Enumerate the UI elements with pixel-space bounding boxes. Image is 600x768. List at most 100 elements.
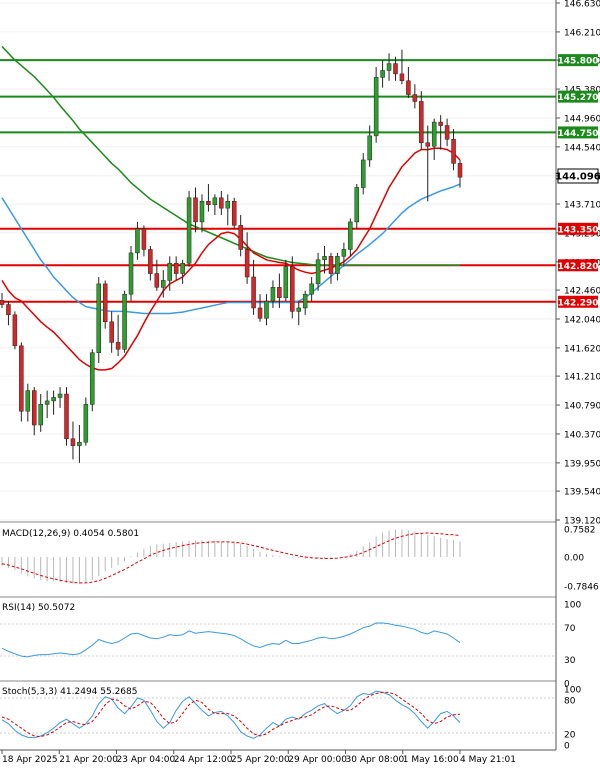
candle [161,270,166,298]
level-tag [558,126,598,139]
time-tick-label: 30 Apr 08:00 [346,755,405,765]
candle [393,56,398,81]
candle [354,184,360,229]
time-tick-label: 21 Apr 20:00 [59,755,118,765]
candle [154,259,160,291]
time-tick-label: 4 May 21:01 [460,755,516,765]
candle [309,276,314,302]
candle [122,290,127,353]
candle [399,49,405,85]
candle [348,218,353,257]
candle [322,246,327,274]
macd-signal-line [1,532,461,584]
level-tag-label: 145.270 [558,93,599,103]
candle [57,387,63,408]
candle [419,91,424,150]
level-tag-label: 142.820 [558,262,599,272]
macd-label: MACD(12,26,9) 0.4054 0.5801 [2,529,139,539]
level-tag [558,259,598,272]
candle [19,342,24,422]
candle [6,301,11,326]
time-tick-label: 1 May 16:00 [403,755,459,765]
price-tick-label: 140.370 [564,430,600,440]
candle [70,421,76,460]
time-tick-label: 24 Apr 12:00 [174,755,233,765]
level-tag-label: 145.800 [558,57,599,67]
candle [431,118,437,160]
candle [141,225,147,257]
level-tag [558,222,598,235]
candle [148,246,153,281]
candle [244,232,250,284]
stoch-tick-label: 80 [564,697,576,707]
candle [296,301,301,326]
level-tag-label: 143.350 [558,225,599,235]
candle [238,215,243,257]
time-tick-label: 23 Apr 04:00 [117,755,176,765]
candle [193,187,198,233]
candle [115,314,121,357]
candle [186,190,192,267]
rsi-axis: 100 70 30 0 [564,601,581,690]
price-tick-label: 142.040 [564,315,600,325]
candle [341,242,347,267]
candle [96,276,102,364]
rsi-tick-label: 0 [564,680,570,690]
macd-tick-label: -0.7846 [564,583,599,593]
rsi-panel: RSI(14) 50.5072 100 70 30 0 [0,596,581,690]
current-price-tag: 144.096 [555,168,600,184]
price-tick-label: 141.620 [564,344,600,354]
macd-axis: 0.7582 0.00 -0.7846 [564,526,599,593]
ma-mid-line [1,183,461,315]
stoch-tick-label: 0 [564,742,570,752]
candle [212,194,218,216]
candle [360,153,366,195]
candle [257,294,263,322]
candle [225,194,231,226]
candle [290,256,295,319]
candle [199,194,205,233]
stoch-k-line [1,690,461,739]
macd-tick-label: 0.7582 [564,526,596,536]
rsi-tick-label: 70 [564,624,576,634]
candle [367,125,372,167]
price-tick-label: 145.380 [564,86,600,96]
time-tick-label: 29 Apr 00:00 [288,755,347,765]
candle [128,246,134,302]
stoch-d-line [1,691,461,738]
price-tick-label: 144.960 [564,114,600,124]
price-tick-label: 142.460 [564,287,600,297]
rsi-tick-label: 30 [564,656,576,666]
rsi-line [1,622,461,658]
candle [44,390,50,419]
price-tick-label: 143.710 [564,201,600,211]
candle [283,259,289,302]
price-tick-label: 139.950 [564,459,600,469]
current-price-label: 144.096 [555,172,600,183]
rsi-tick-label: 100 [564,601,581,611]
ma-fast-line [1,147,461,371]
candle [457,159,463,188]
price-tick-label: 140.790 [564,402,600,412]
price-tick-label: 139.540 [564,488,600,498]
candle [451,128,456,171]
candle [64,387,69,446]
moving-averages [1,45,461,371]
price-tick-label: 139.120 [564,517,600,527]
candle [32,387,37,436]
candle [38,394,43,432]
candle [135,221,140,260]
candle [206,184,211,212]
level-tag-label: 144.750 [558,129,599,139]
level-tags: 145.800 145.270 144.750 143.350 142.820 142.2… [558,54,599,308]
candle [425,125,430,202]
ma-slow-line [1,45,460,267]
candle [167,256,172,291]
candlesticks [0,49,463,463]
candle [180,259,185,284]
